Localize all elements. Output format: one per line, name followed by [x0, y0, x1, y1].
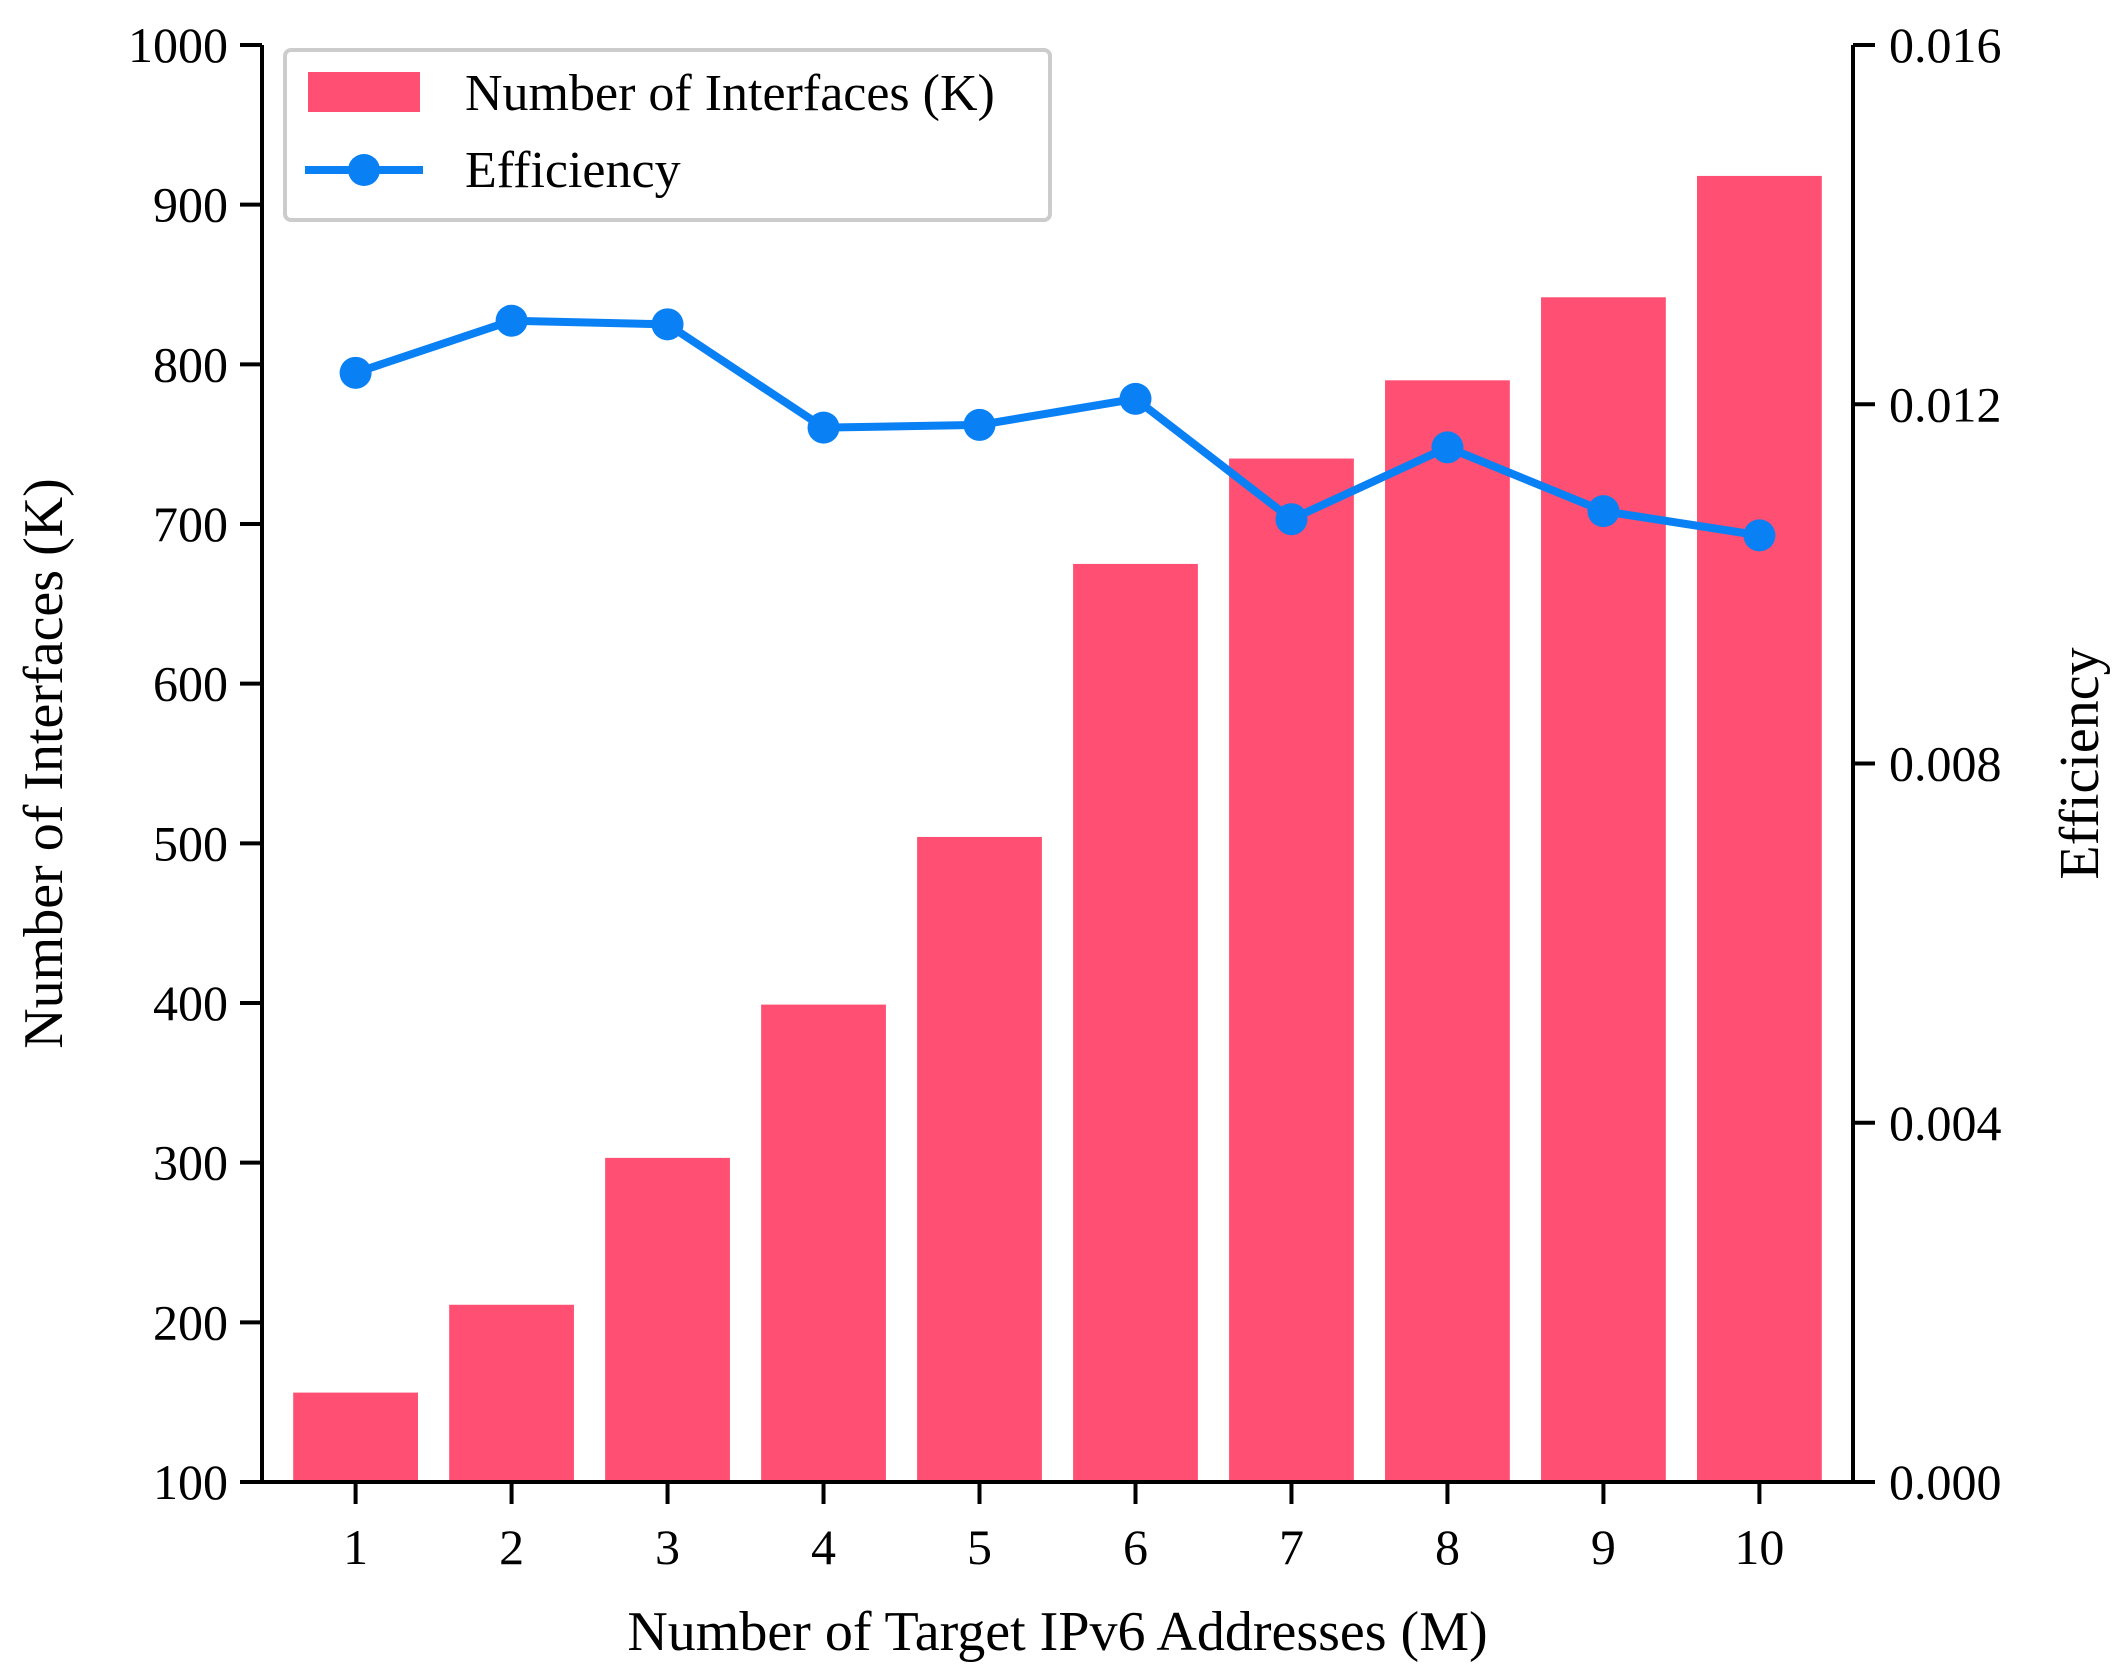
- y-tick-label: 400: [153, 975, 228, 1031]
- bar-6: [1073, 563, 1198, 1482]
- bar-8: [1385, 380, 1510, 1482]
- x-tick-label: 10: [1734, 1519, 1784, 1575]
- y-tick-label: 300: [153, 1135, 228, 1191]
- bar-10: [1697, 175, 1822, 1483]
- bar-2: [449, 1304, 574, 1482]
- y-tick-label: 600: [153, 656, 228, 712]
- efficiency-point-3: [651, 308, 684, 341]
- bar-7: [1229, 458, 1354, 1483]
- legend-box: [283, 48, 1052, 222]
- y-axis-title: Number of Interfaces (K): [13, 478, 75, 1049]
- y2-tick-label: 0.000: [1889, 1454, 2002, 1510]
- y-tick-label: 800: [153, 336, 228, 392]
- efficiency-point-2: [495, 304, 528, 337]
- x-tick-label: 8: [1435, 1519, 1460, 1575]
- legend-label-efficiency: Efficiency: [465, 142, 681, 199]
- y-tick-label: 1000: [128, 17, 228, 73]
- y2-tick-label: 0.004: [1889, 1095, 2002, 1151]
- y-tick-label: 900: [153, 177, 228, 233]
- x-tick-label: 2: [499, 1519, 524, 1575]
- y2-tick-label: 0.008: [1889, 736, 2002, 792]
- y-tick-label: 500: [153, 815, 228, 871]
- bar-5: [917, 836, 1042, 1482]
- bar-3: [605, 1157, 730, 1482]
- y-tick-label: 200: [153, 1294, 228, 1350]
- x-tick-label: 1: [343, 1519, 368, 1575]
- legend: Number of Interfaces (K) Efficiency: [283, 48, 1052, 222]
- bar-1: [293, 1392, 418, 1482]
- efficiency-point-4: [807, 411, 840, 444]
- x-axis-title: Number of Target IPv6 Addresses (M): [627, 1601, 1487, 1663]
- bar-4: [761, 1004, 886, 1482]
- y2-tick-label: 0.016: [1889, 17, 2002, 73]
- legend-label-interfaces: Number of Interfaces (K): [465, 65, 995, 122]
- legend-bar-swatch: [308, 72, 420, 112]
- efficiency-point-5: [963, 408, 996, 441]
- x-tick-label: 4: [811, 1519, 836, 1575]
- efficiency-point-7: [1275, 503, 1308, 536]
- x-tick-label: 5: [967, 1519, 992, 1575]
- bar-9: [1541, 297, 1666, 1483]
- efficiency-point-1: [339, 356, 372, 389]
- legend-line-marker: [348, 154, 380, 186]
- y2-tick-label: 0.012: [1889, 376, 2002, 432]
- y-tick-label: 100: [153, 1454, 228, 1510]
- x-tick-label: 3: [655, 1519, 680, 1575]
- x-tick-label: 7: [1279, 1519, 1304, 1575]
- efficiency-point-9: [1587, 495, 1620, 528]
- y-tick-label: 700: [153, 496, 228, 552]
- efficiency-point-6: [1119, 382, 1152, 415]
- efficiency-line: [354, 316, 1761, 540]
- y2-axis-title: Efficiency: [2049, 647, 2111, 879]
- efficiency-point-8: [1431, 431, 1464, 464]
- x-tick-label: 9: [1591, 1519, 1616, 1575]
- bars-layer: [293, 175, 1822, 1483]
- efficiency-point-10: [1743, 519, 1776, 552]
- ticks-layer: 100 200 300 400 500 600 700 800 900 1000 0.000 0.00…: [128, 17, 2002, 1575]
- x-tick-label: 6: [1123, 1519, 1148, 1575]
- efficiency-line-layer: [339, 304, 1776, 552]
